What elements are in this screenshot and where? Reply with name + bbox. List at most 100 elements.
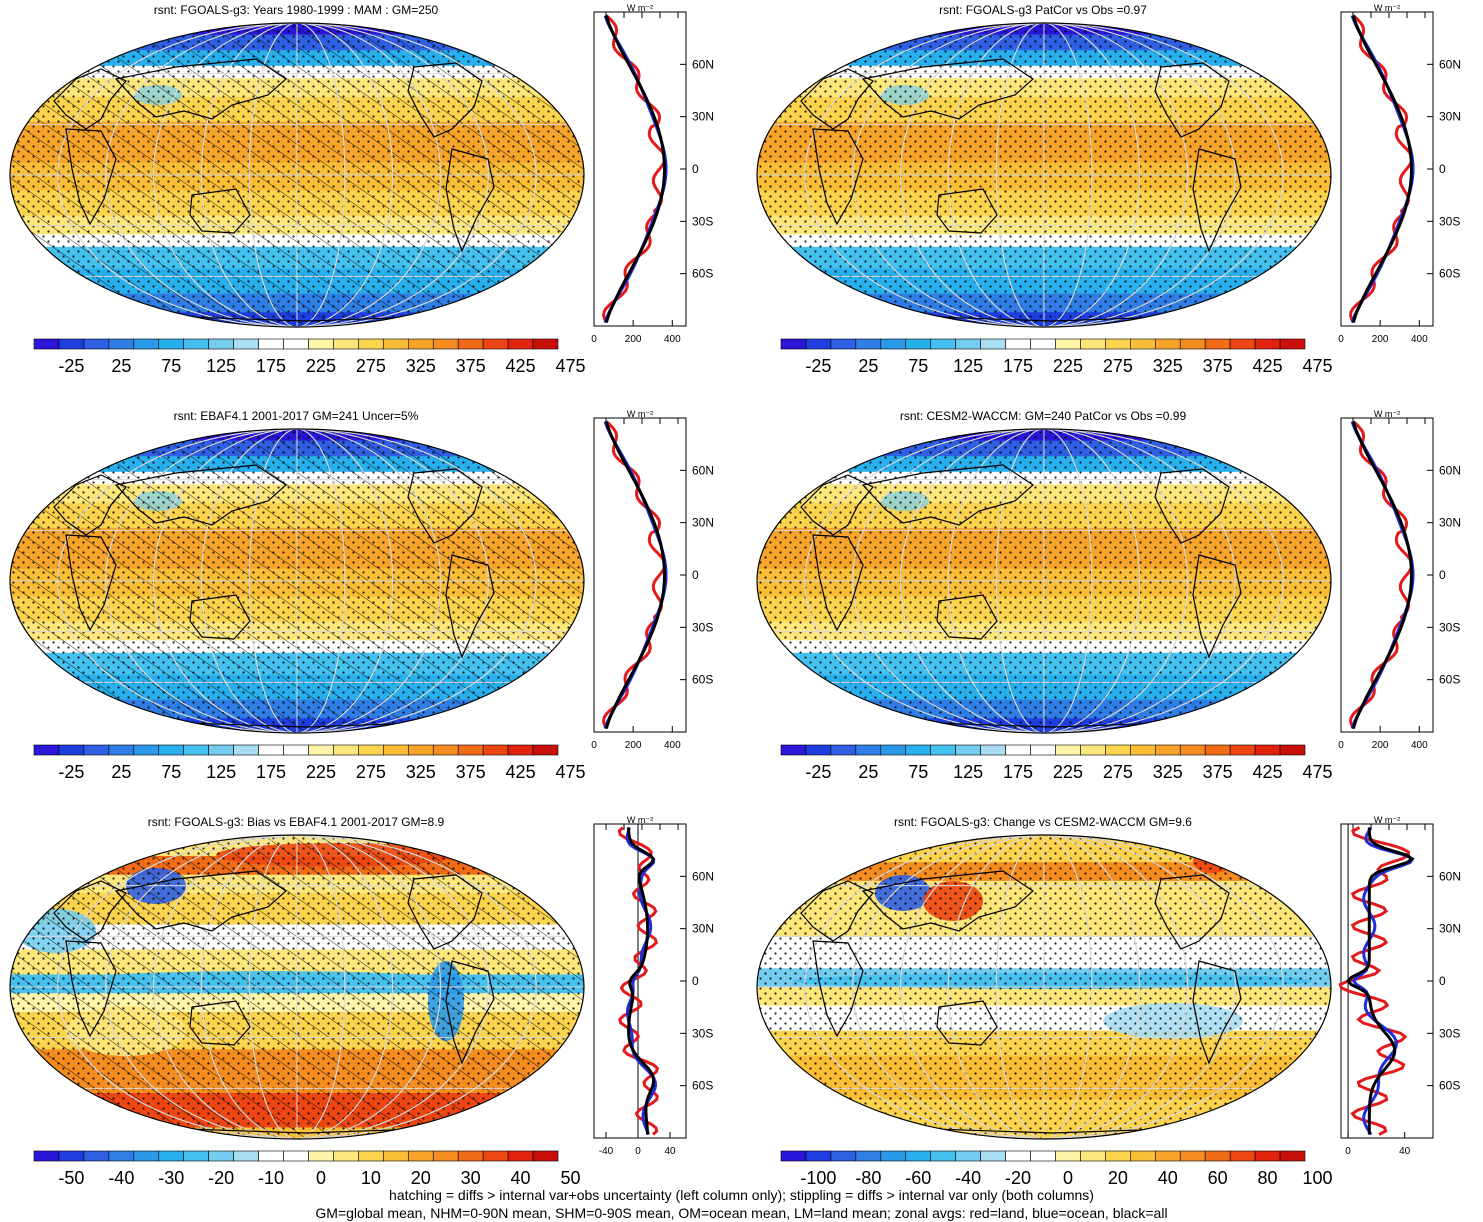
colorbar-label: 175: [1003, 356, 1033, 376]
colorbar-label: 425: [1253, 356, 1283, 376]
lat-tick-label: 60S: [1439, 1079, 1460, 1093]
zonal-mean-plot-2: W m⁻² 60N 30N 0 30S 60S 0 200 400: [1338, 3, 1461, 345]
lat-tick-label: 60N: [692, 57, 714, 71]
colorbar-swatch: [780, 338, 807, 350]
colorbar-swatch: [33, 1150, 60, 1162]
zonal-line-all: [604, 15, 667, 323]
lat-tick-label: 0: [692, 974, 699, 988]
colorbar-swatch: [1254, 1150, 1281, 1162]
colorbar-label: 375: [1203, 356, 1233, 376]
map-panel-6: [756, 834, 1332, 1140]
colorbar-swatch: [233, 1150, 259, 1162]
zonal-tick-label: 200: [1372, 334, 1389, 345]
colorbar-swatch: [905, 744, 932, 756]
colorbar-label: 30: [461, 1168, 481, 1188]
panel-title-2: rsnt: FGOALS-g3 PatCor vs Obs =0.97: [939, 3, 1147, 17]
colorbar-label: -10: [258, 1168, 284, 1188]
colorbar-swatch: [33, 338, 60, 350]
colorbar-label: 275: [356, 762, 386, 782]
zonal-tick-label: 200: [1372, 740, 1389, 751]
colorbar-label: 425: [506, 762, 536, 782]
colorbar-swatch: [1154, 744, 1181, 756]
colorbar-swatch: [780, 1150, 807, 1162]
map-panel-5: [9, 834, 585, 1140]
colorbar-label: 475: [1302, 356, 1332, 376]
colorbar-swatch: [283, 744, 309, 756]
colorbar-swatch: [1030, 1150, 1056, 1162]
lat-tick-label: 30N: [1439, 110, 1461, 124]
zonal-mean-plot-1: W m⁻² 60N 30N 0 30S 60S 0 200 400: [591, 3, 714, 345]
colorbar-swatch: [1130, 744, 1156, 756]
colorbar-label: 20: [1108, 1168, 1128, 1188]
colorbar-label: 225: [1053, 356, 1083, 376]
zonal-tick-label: 400: [1411, 334, 1428, 345]
lat-tick-label: 60N: [1439, 463, 1461, 477]
colorbar-swatch: [457, 338, 484, 350]
colorbar-swatch: [1229, 338, 1256, 350]
colorbar-label: 325: [406, 762, 436, 782]
colorbar-swatch: [133, 1150, 160, 1162]
colorbar-label: 225: [306, 762, 336, 782]
lat-tick-label: 30S: [692, 214, 713, 228]
colorbar-swatch: [233, 338, 259, 350]
zonal-tick-label: 0: [591, 334, 597, 345]
colorbar-swatch: [1080, 338, 1106, 350]
colorbar-swatch: [407, 338, 434, 350]
colorbar-label: 225: [306, 356, 336, 376]
colorbar-label: -25: [58, 356, 84, 376]
colorbar-label: 40: [511, 1168, 531, 1188]
colorbar-swatch: [1229, 744, 1256, 756]
zonal-tick-label: 400: [1411, 740, 1428, 751]
colorbar-swatch: [1080, 1150, 1106, 1162]
colorbar-swatch: [333, 1150, 359, 1162]
zonal-unit-label: W m⁻²: [1374, 3, 1400, 13]
colorbar-label: 25: [858, 356, 878, 376]
lat-tick-label: 0: [692, 568, 699, 582]
colorbar-label: 475: [1302, 762, 1332, 782]
colorbar-swatch: [208, 744, 234, 756]
colorbar-swatch: [955, 338, 981, 350]
map-panel-2: [756, 22, 1332, 328]
lat-tick-label: 30S: [692, 620, 713, 634]
zonal-unit-label: W m⁻²: [627, 3, 653, 13]
colorbar-swatch: [1130, 1150, 1156, 1162]
colorbar-swatch: [158, 744, 185, 756]
colorbar-label: 125: [206, 762, 236, 782]
colorbar-swatch: [855, 338, 882, 350]
colorbar-label: 175: [256, 762, 286, 782]
colorbar-label: -20: [1005, 1168, 1031, 1188]
colorbar-swatch: [58, 1150, 85, 1162]
colorbar-swatch: [33, 744, 60, 756]
colorbar-swatch: [258, 744, 284, 756]
zonal-unit-label: W m⁻²: [1374, 409, 1400, 419]
colorbar-swatch: [133, 338, 160, 350]
lat-tick-label: 0: [1439, 974, 1446, 988]
colorbar-swatch: [830, 1150, 857, 1162]
lat-tick-label: 0: [1439, 568, 1446, 582]
zonal-tick-label: 0: [1345, 1146, 1351, 1157]
colorbar-swatch: [283, 338, 309, 350]
lat-tick-label: 30N: [692, 922, 714, 936]
colorbar-label: 425: [1253, 762, 1283, 782]
colorbar-swatch: [432, 1150, 459, 1162]
colorbar-swatch: [780, 744, 807, 756]
colorbar-5: -50 -40 -30 -20 -10 0 10 20 30 40 50: [33, 1150, 580, 1188]
colorbar-label: 60: [1208, 1168, 1228, 1188]
lat-tick-label: 30N: [1439, 516, 1461, 530]
colorbar-swatch: [532, 744, 559, 756]
colorbar-swatch: [1229, 1150, 1256, 1162]
colorbar-swatch: [507, 744, 534, 756]
zonal-line-all: [1346, 827, 1415, 1135]
colorbar-swatch: [930, 744, 956, 756]
colorbar-label: -20: [208, 1168, 234, 1188]
colorbar-swatch: [532, 1150, 559, 1162]
zonal-tick-label: 200: [625, 334, 642, 345]
colorbar-swatch: [855, 1150, 882, 1162]
zonal-unit-label: W m⁻²: [627, 815, 653, 825]
lat-tick-label: 60S: [1439, 673, 1460, 687]
zonal-mean-plot-3: W m⁻² 60N 30N 0 30S 60S 0 200 400: [591, 409, 714, 751]
colorbar-swatch: [358, 1150, 384, 1162]
colorbar-label: -25: [58, 762, 84, 782]
colorbar-swatch: [980, 338, 1006, 350]
colorbar-swatch: [1254, 338, 1281, 350]
